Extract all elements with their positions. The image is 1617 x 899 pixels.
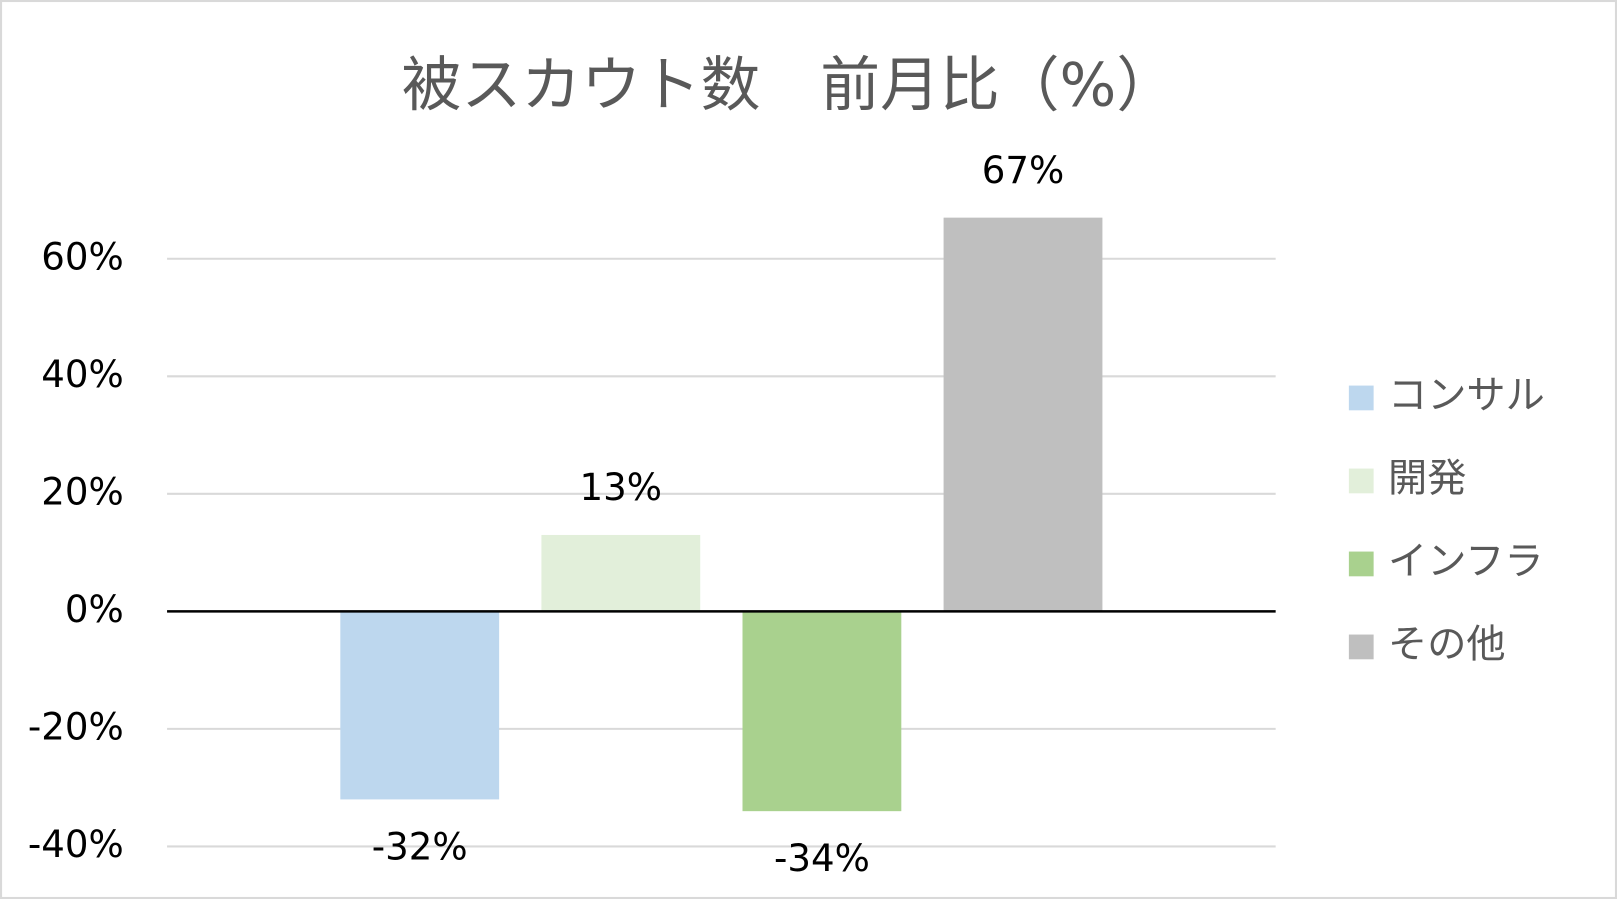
legend-swatch [1348, 385, 1374, 411]
bar [541, 534, 701, 612]
legend-label: インフラ [1388, 539, 1544, 584]
data-label: -34% [774, 837, 870, 880]
y-tick-label: -20% [28, 705, 124, 748]
legend-label: 開発 [1388, 456, 1466, 501]
y-tick-label: 20% [41, 470, 123, 513]
y-tick-label: 60% [41, 235, 123, 278]
legend-label: その他 [1388, 622, 1506, 667]
y-tick-label: 0% [65, 588, 124, 631]
legend-swatch [1348, 468, 1374, 494]
legend-swatch [1348, 551, 1374, 577]
legend-swatch [1348, 634, 1374, 660]
bar [340, 611, 500, 800]
bar [943, 217, 1103, 612]
y-tick-label: 40% [41, 353, 123, 396]
legend-label: コンサル [1388, 373, 1545, 418]
bar [742, 611, 902, 812]
y-tick-label: -40% [28, 823, 124, 866]
data-label: -32% [372, 825, 468, 868]
data-label: 13% [580, 466, 662, 509]
chart-title: 被スカウト数 前月比（%） [402, 50, 1176, 120]
data-label: 67% [982, 149, 1064, 192]
